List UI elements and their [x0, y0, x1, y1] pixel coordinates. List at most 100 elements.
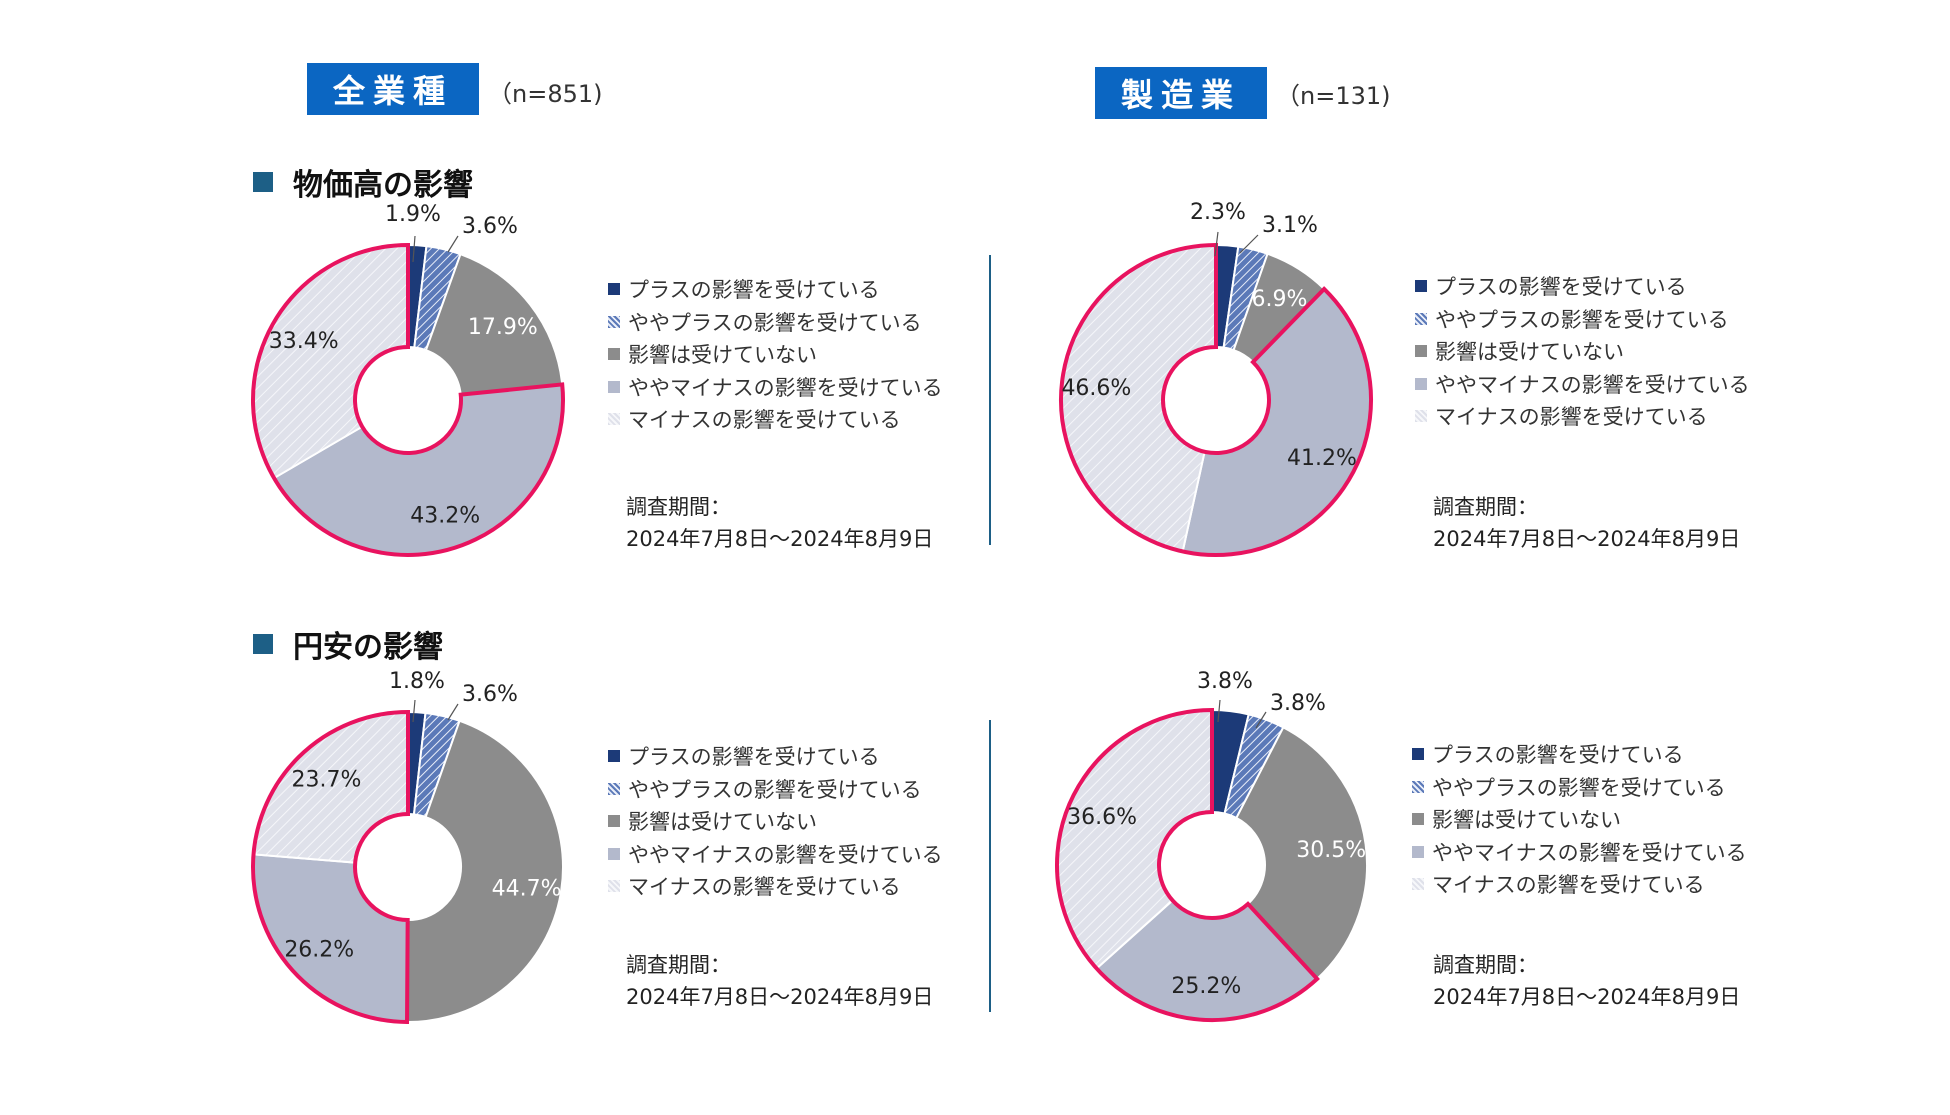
legend-swatch — [1412, 845, 1424, 858]
section-title-yen-text: 円安の影響 — [293, 630, 443, 665]
all-industries-count: （n=851) — [488, 80, 603, 108]
legend-swatch — [608, 750, 620, 763]
data-label: 3.8% — [1197, 669, 1253, 694]
legend-label: ややプラスの影響を受けている — [1432, 775, 1726, 800]
legend-label: ややプラスの影響を受けている — [1435, 307, 1729, 332]
donut-3: 3.8% 3.8% 30.5% 25.2% 36.6% — [1055, 669, 1368, 1022]
legend-swatch — [1415, 410, 1427, 423]
legend-swatch — [608, 380, 620, 393]
pie-slice — [406, 719, 564, 1024]
label-leader-line — [447, 235, 459, 253]
highlight-outline — [250, 709, 410, 1025]
data-label: 30.5% — [1296, 838, 1366, 863]
donut-1: 2.3% 3.1% 6.9% 41.2% 46.6% — [1059, 200, 1373, 557]
data-label: 3.1% — [1262, 213, 1318, 238]
section-square-icon — [253, 634, 273, 654]
legend-swatch — [1415, 312, 1427, 325]
highlight-outline — [1055, 707, 1320, 1022]
survey-label: 調査期間： — [1433, 953, 1538, 977]
data-label: 17.9% — [468, 315, 538, 340]
legend-item: ややマイナスの影響を受けている — [608, 838, 943, 871]
legend-yen-all: プラスの影響を受けている ややプラスの影響を受けている 影響は受けていない やや… — [608, 740, 943, 903]
legend-swatch — [1412, 813, 1424, 826]
legend-price-all: プラスの影響を受けている ややプラスの影響を受けている 影響は受けていない やや… — [608, 273, 943, 436]
legend-item: マイナスの影響を受けている — [1412, 868, 1747, 901]
label-leader-line — [447, 703, 459, 721]
legend-swatch — [1415, 280, 1427, 293]
section-title-yen: 円安の影響 — [253, 622, 443, 666]
legend-item: プラスの影響を受けている — [1415, 270, 1750, 303]
legend-label: ややプラスの影響を受けている — [628, 310, 922, 335]
label-leader-line — [1214, 231, 1219, 257]
legend-item: マイナスの影響を受けている — [1415, 400, 1750, 433]
legend-label: 影響は受けていない — [628, 343, 817, 368]
data-label: 26.2% — [284, 937, 354, 962]
legend-swatch — [608, 283, 620, 296]
data-label: 44.7% — [492, 877, 562, 902]
label-leader-line — [412, 699, 416, 723]
pie-slice — [252, 243, 409, 480]
legend-item: ややプラスの影響を受けている — [1415, 303, 1750, 336]
legend-swatch — [608, 782, 620, 795]
data-label: 43.2% — [410, 503, 480, 528]
legend-item: ややマイナスの影響を受けている — [1412, 836, 1747, 869]
survey-label: 調査期間： — [626, 495, 731, 519]
legend-label: プラスの影響を受けている — [628, 745, 880, 770]
survey-period-price-all: 調査期間： 2024年7月8日～2024年8月9日 — [626, 491, 933, 555]
legend-item: マイナスの影響を受けている — [608, 870, 943, 903]
manufacturing-count: （n=131) — [1276, 82, 1391, 110]
data-label: 23.7% — [292, 768, 362, 793]
survey-dates: 2024年7月8日～2024年8月9日 — [1433, 527, 1741, 551]
section-square-icon — [253, 172, 273, 192]
legend-item: マイナスの影響を受けている — [608, 403, 943, 436]
legend-item: 影響は受けていない — [608, 338, 943, 371]
survey-period-yen-all: 調査期間： 2024年7月8日～2024年8月9日 — [626, 949, 933, 1013]
legend-swatch — [1415, 345, 1427, 358]
legend-swatch — [608, 847, 620, 860]
donut-0: 1.9% 3.6% 17.9% 43.2% 33.4% — [251, 202, 565, 557]
donut-2: 1.8% 3.6% 44.7% 26.2% 23.7% — [250, 669, 564, 1025]
legend-item: ややマイナスの影響を受けている — [608, 371, 943, 404]
data-label: 1.8% — [389, 669, 445, 694]
data-label: 3.6% — [462, 682, 518, 707]
survey-period-price-mfg: 調査期間： 2024年7月8日～2024年8月9日 — [1433, 491, 1740, 555]
legend-swatch — [1412, 748, 1424, 761]
legend-label: 影響は受けていない — [1435, 340, 1624, 365]
data-label: 3.8% — [1270, 691, 1326, 716]
legend-label: ややマイナスの影響を受けている — [628, 375, 943, 400]
legend-item: ややプラスの影響を受けている — [1412, 771, 1747, 804]
manufacturing-badge: 製造業 — [1095, 67, 1267, 119]
legend-swatch — [608, 815, 620, 828]
legend-label: マイナスの影響を受けている — [628, 408, 901, 433]
legend-item: プラスの影響を受けている — [608, 740, 943, 773]
legend-label: プラスの影響を受けている — [1432, 743, 1684, 768]
pie-slice — [424, 252, 564, 396]
label-leader-line — [1217, 699, 1221, 723]
label-leader-line — [1255, 711, 1267, 729]
legend-item: ややプラスの影響を受けている — [608, 306, 943, 339]
survey-dates: 2024年7月8日～2024年8月9日 — [626, 527, 934, 551]
legend-item: プラスの影響を受けている — [1412, 738, 1747, 771]
legend-swatch — [608, 880, 620, 893]
legend-swatch — [1412, 780, 1424, 793]
divider-bottom — [989, 720, 991, 1012]
data-label: 25.2% — [1171, 974, 1241, 999]
survey-label: 調査期間： — [1433, 495, 1538, 519]
legend-yen-mfg: プラスの影響を受けている ややプラスの影響を受けている 影響は受けていない やや… — [1412, 738, 1747, 901]
survey-dates: 2024年7月8日～2024年8月9日 — [626, 985, 934, 1009]
legend-item: 影響は受けていない — [608, 805, 943, 838]
pie-slice — [1235, 726, 1368, 981]
legend-label: マイナスの影響を受けている — [628, 875, 901, 900]
data-label: 1.9% — [385, 202, 441, 227]
highlight-outline — [251, 242, 565, 557]
survey-label: 調査期間： — [626, 953, 731, 977]
section-title-price-text: 物価高の影響 — [293, 168, 473, 203]
legend-label: 影響は受けていない — [628, 810, 817, 835]
data-label: 6.9% — [1252, 287, 1308, 312]
legend-label: 影響は受けていない — [1432, 808, 1621, 833]
legend-label: プラスの影響を受けている — [628, 278, 880, 303]
legend-label: プラスの影響を受けている — [1435, 275, 1687, 300]
all-industries-badge: 全業種 — [307, 63, 479, 115]
legend-price-mfg: プラスの影響を受けている ややプラスの影響を受けている 影響は受けていない やや… — [1415, 270, 1750, 433]
